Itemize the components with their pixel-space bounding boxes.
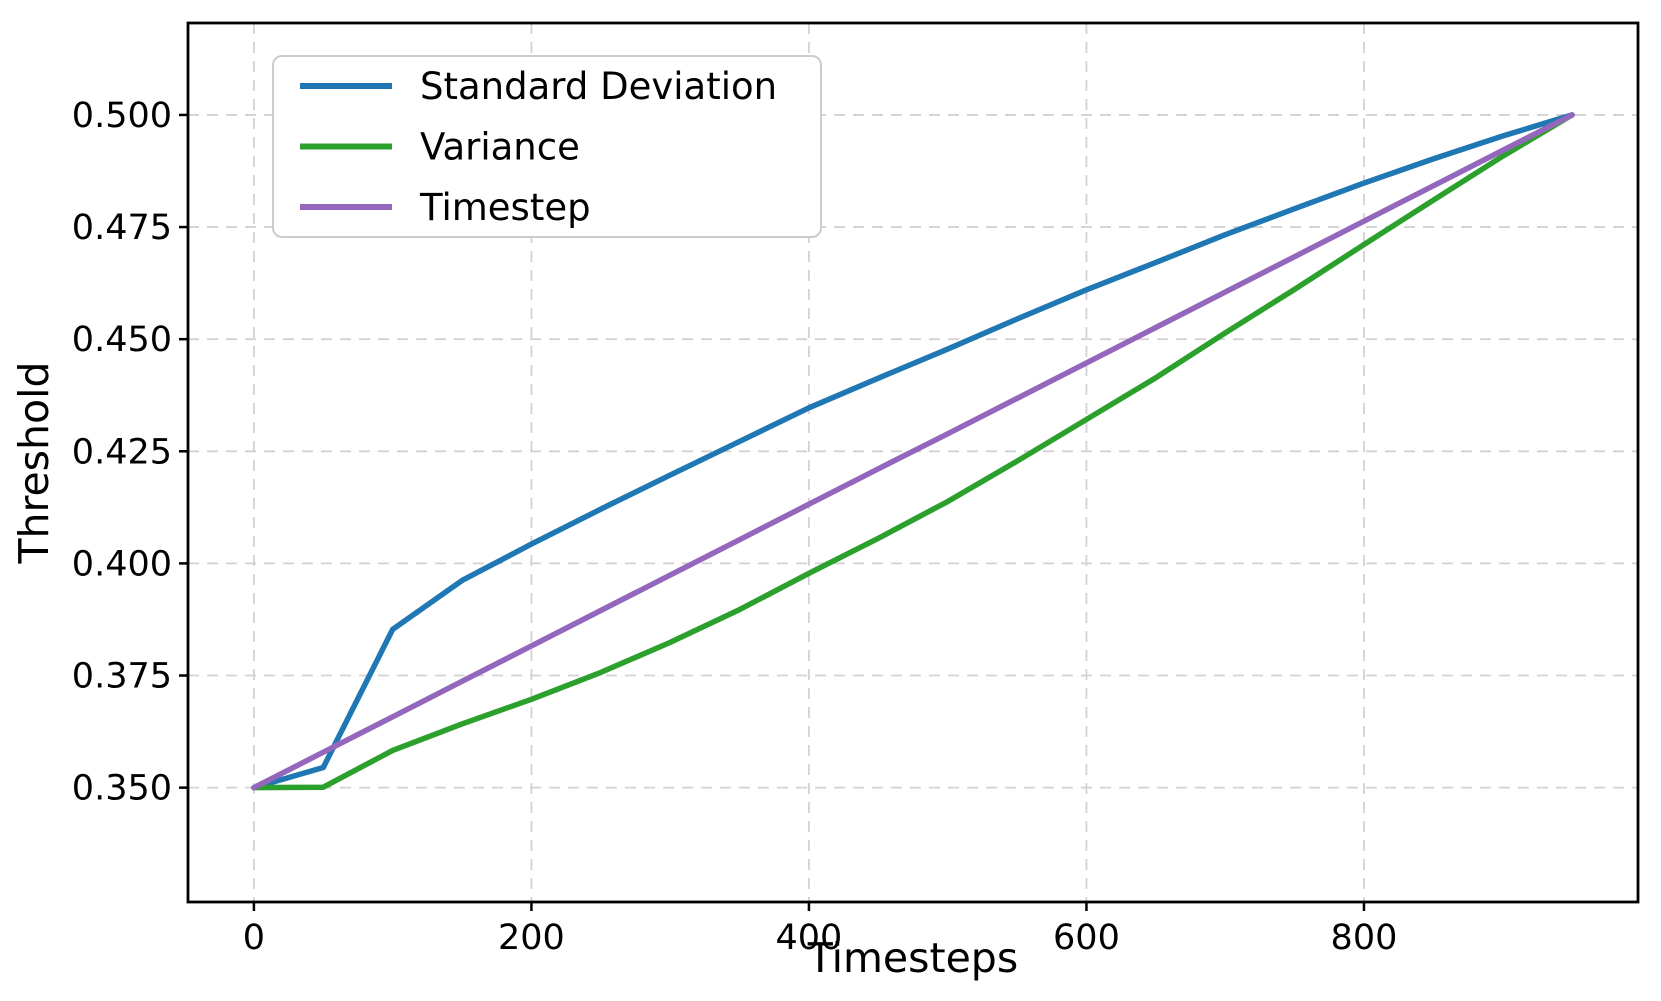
- legend-item: Variance: [300, 126, 580, 169]
- legend-label: Timestep: [419, 186, 591, 229]
- legend-box: [272, 55, 822, 238]
- y-tick-label: 0.450: [72, 320, 172, 360]
- y-tick-label: 0.400: [72, 544, 172, 584]
- y-tick-label: 0.375: [72, 657, 172, 697]
- x-axis-label: Timesteps: [807, 934, 1018, 982]
- legend-label: Standard Deviation: [420, 65, 777, 108]
- legend: Standard Deviation Variance Timestep: [272, 55, 822, 238]
- x-tick-label: 200: [498, 918, 565, 958]
- series-line-timestep: [251, 112, 1575, 791]
- y-tick-label: 0.500: [72, 96, 172, 136]
- series-line-standard-deviation: [251, 112, 1575, 791]
- x-tick-label: 600: [1053, 918, 1120, 958]
- x-tick-label: 400: [776, 918, 843, 958]
- series-line-variance: [251, 112, 1575, 791]
- y-axis: 0.350 0.375 0.400 0.425 0.450 0.475 0.500: [72, 96, 188, 809]
- x-tick-label: 0: [243, 918, 265, 958]
- legend-item: Timestep: [300, 186, 591, 229]
- y-tick-label: 0.350: [72, 769, 172, 809]
- x-axis: 0 200 400 600 800: [243, 902, 1398, 958]
- y-tick-label: 0.425: [72, 432, 172, 472]
- y-tick-label: 0.475: [72, 208, 172, 248]
- x-tick-label: 800: [1331, 918, 1398, 958]
- legend-item: Standard Deviation: [300, 65, 777, 108]
- axes-box: [186, 21, 1640, 904]
- y-axis-label: Threshold: [10, 361, 58, 564]
- legend-label: Variance: [420, 126, 580, 169]
